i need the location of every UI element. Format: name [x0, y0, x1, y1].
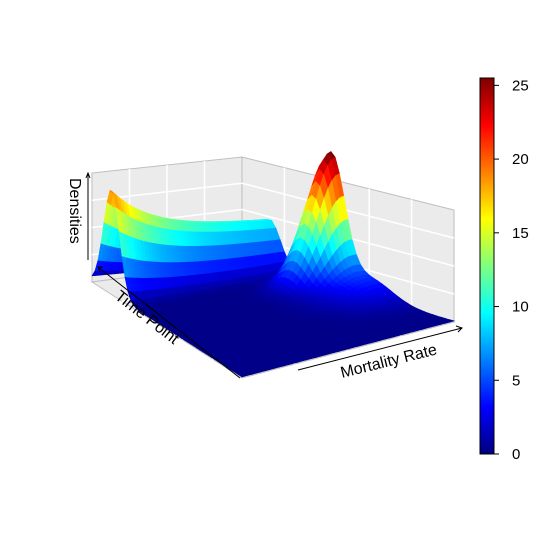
mortality-axis-arrow	[297, 327, 463, 371]
colorbar-tick-label: 20	[512, 151, 529, 168]
axes	[85, 171, 463, 379]
colorbar-tick-label: 0	[512, 446, 520, 463]
density-surface	[91, 151, 456, 378]
colorbar-tick-label: 5	[512, 372, 520, 389]
mortality-axis-arrowhead	[455, 325, 463, 333]
colorbar-tick-label: 25	[512, 77, 529, 94]
time-axis-arrow	[97, 266, 241, 379]
grid-line	[241, 182, 455, 239]
colorbar-ticks: 0 5 10 15 20 25	[494, 77, 529, 463]
z-axis-label: Densities	[66, 178, 83, 244]
density-axis-arrowhead	[85, 171, 91, 179]
surface-facet	[238, 373, 248, 378]
colorbar-tick-label: 10	[512, 299, 529, 316]
colorbar-rect	[479, 77, 495, 455]
colorbar-tick-label: 15	[512, 225, 529, 242]
colorbar: 0 5 10 15 20 25	[479, 77, 529, 463]
time-axis-arrowhead	[97, 266, 103, 273]
